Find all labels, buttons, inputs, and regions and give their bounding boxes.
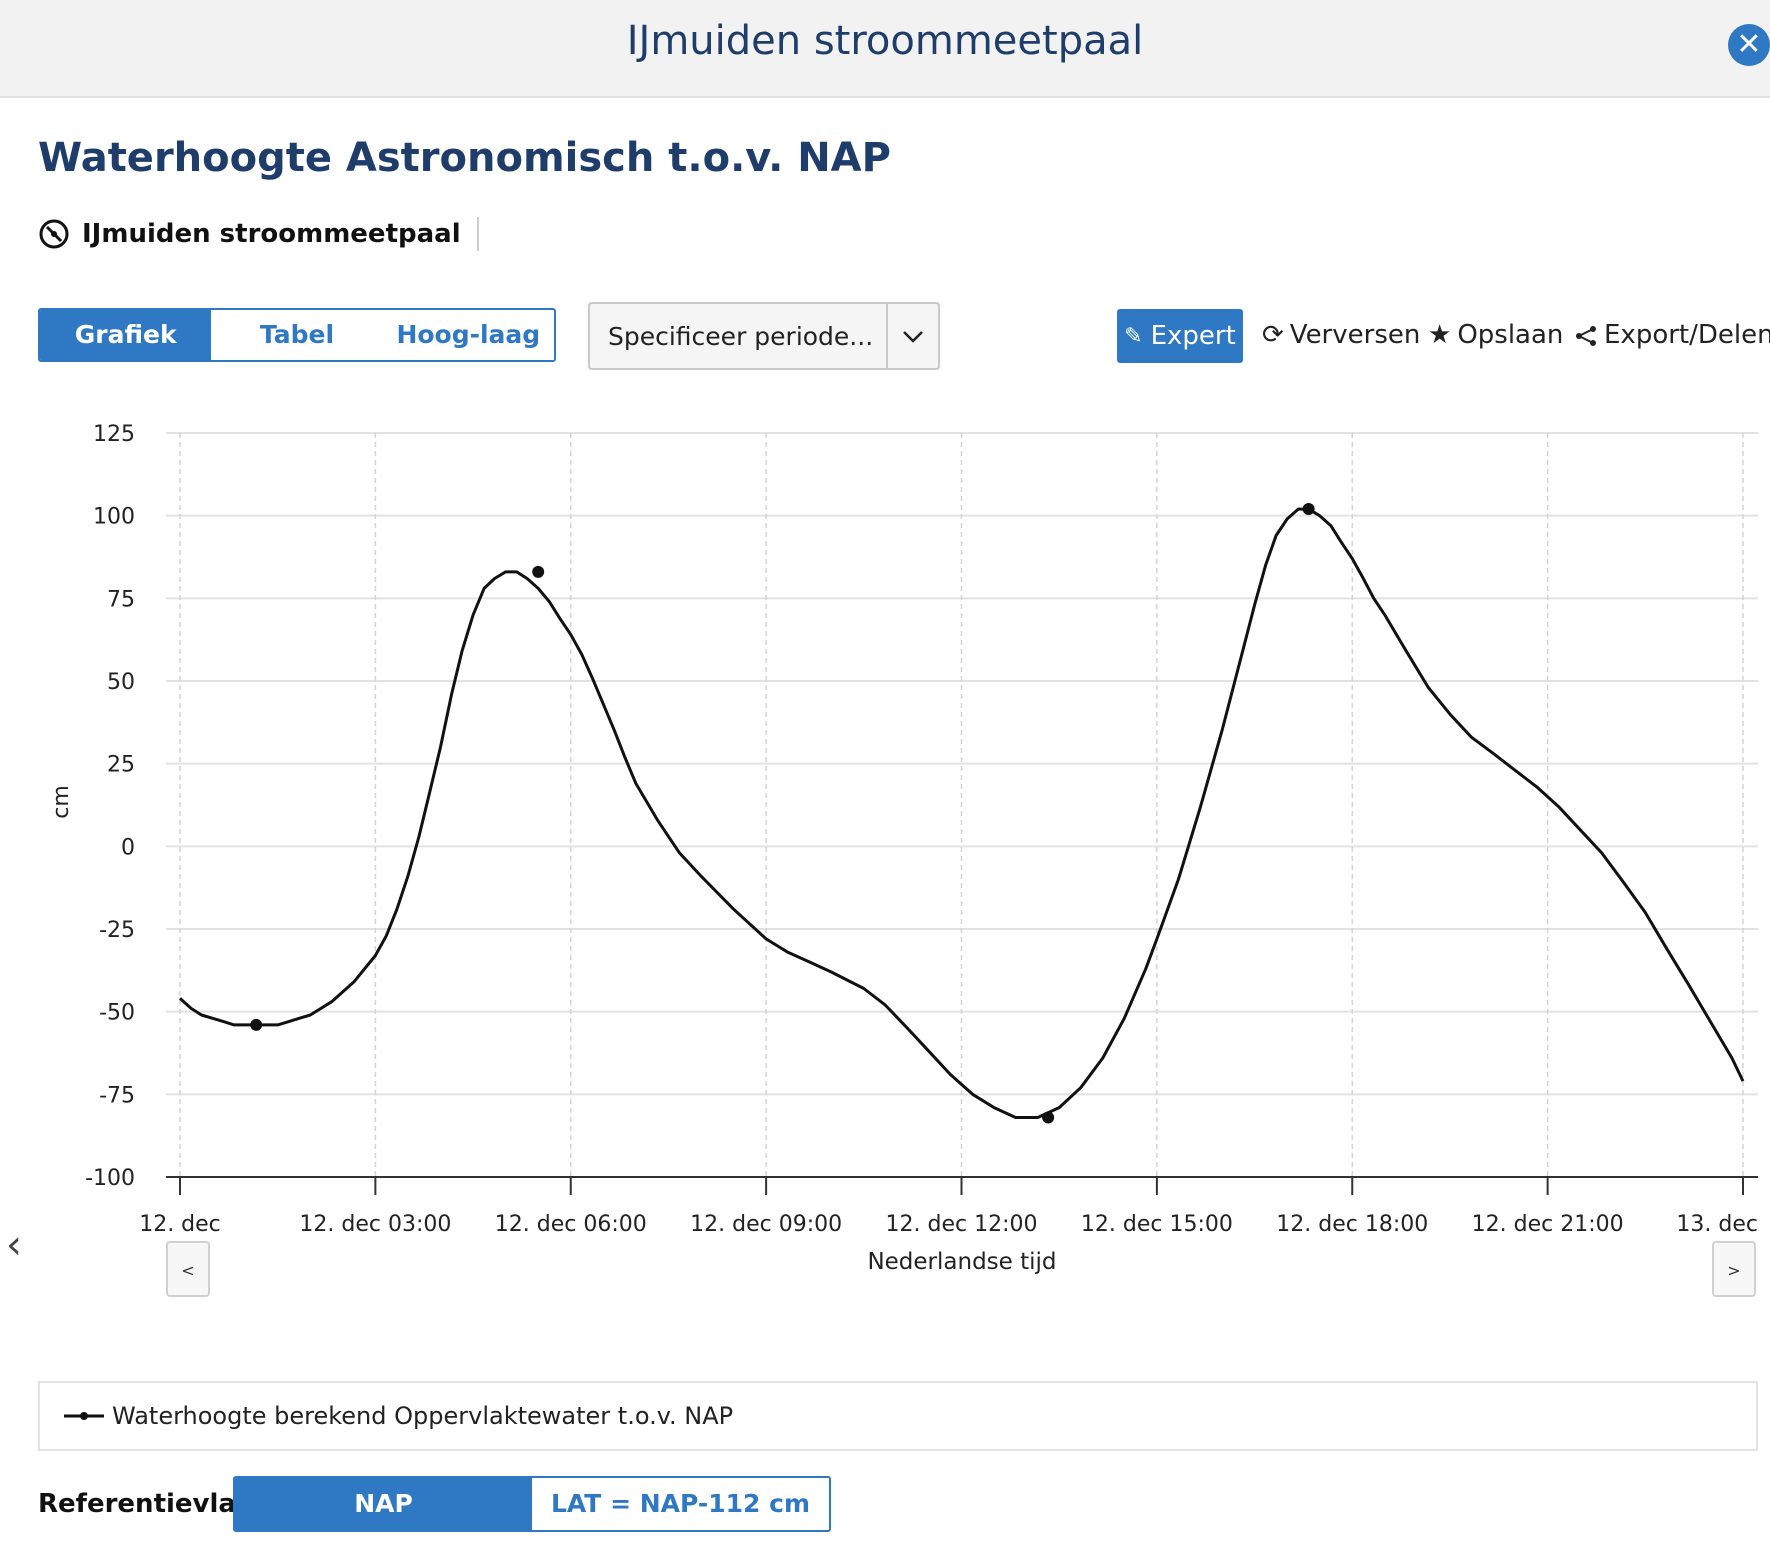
- y-tick-label: 50: [107, 670, 135, 695]
- series-line: [178, 507, 1745, 1119]
- chart-axes: -100 -75 -50 -25 0 25 50 75 100 125 12. dec 12. dec…: [85, 422, 1758, 1237]
- close-icon[interactable]: ✕: [1728, 24, 1770, 66]
- y-tick-label: -25: [99, 918, 135, 943]
- x-tick-label: 12. dec 15:00: [1081, 1212, 1233, 1237]
- refresh-label: Verversen: [1289, 320, 1421, 350]
- reference-toggle: NAP LAT = NAP-112 cm: [233, 1476, 831, 1532]
- x-tick-label: 12. dec: [139, 1212, 221, 1237]
- x-tick-label: 12. dec 12:00: [886, 1212, 1038, 1237]
- reference-option-lat[interactable]: LAT = NAP-112 cm: [532, 1478, 829, 1530]
- page-title: Waterhoogte Astronomisch t.o.v. NAP: [38, 135, 891, 181]
- share-icon: [1574, 320, 1598, 350]
- extreme-marker: [1042, 1111, 1055, 1124]
- y-tick-label: -50: [99, 1001, 135, 1026]
- chevron-down-icon[interactable]: [886, 304, 938, 368]
- period-placeholder: Specificeer periode...: [608, 322, 874, 351]
- compass-icon: [39, 219, 69, 249]
- view-tabs: Grafiek Tabel Hoog-laag: [38, 308, 556, 362]
- y-axis-label: cm: [49, 785, 74, 819]
- extreme-marker: [532, 565, 545, 578]
- x-tick-label: 12. dec 03:00: [299, 1212, 451, 1237]
- chart-legend: Waterhoogte berekend Oppervlaktewater t.…: [38, 1381, 1758, 1451]
- refresh-icon: ⟳: [1262, 320, 1284, 350]
- y-tick-label: 100: [93, 505, 135, 530]
- location-name: IJmuiden stroommeetpaal: [82, 217, 479, 251]
- pencil-icon: ✎: [1124, 323, 1143, 349]
- x-tick-label: 12. dec 09:00: [690, 1212, 842, 1237]
- reference-label: Referentievlak: [38, 1489, 254, 1519]
- chart-svg: -100 -75 -50 -25 0 25 50 75 100 125 12. dec 12. dec…: [49, 422, 1758, 1275]
- expert-button[interactable]: ✎ Expert: [1117, 309, 1243, 363]
- prev-page-button[interactable]: <: [166, 1241, 210, 1297]
- reference-option-nap[interactable]: NAP: [235, 1478, 532, 1530]
- water-level-chart: -100 -75 -50 -25 0 25 50 75 100 125 12. dec 12. dec…: [0, 400, 1770, 1300]
- chart-markers: [250, 503, 1315, 1124]
- y-tick-label: -75: [99, 1083, 135, 1108]
- extreme-marker: [1302, 503, 1315, 516]
- x-tick-label: 12. dec 18:00: [1276, 1212, 1428, 1237]
- window-titlebar: IJmuiden stroommeetpaal ✕: [0, 0, 1770, 98]
- chevron-left-icon[interactable]: ‹: [6, 1222, 22, 1268]
- chart-grid: [166, 432, 1758, 1178]
- legend-entry[interactable]: Waterhoogte berekend Oppervlaktewater t.…: [112, 1402, 734, 1430]
- expert-label: Expert: [1150, 321, 1236, 351]
- y-tick-label: 125: [93, 422, 135, 447]
- star-icon: ★: [1428, 320, 1452, 350]
- location-row: IJmuiden stroommeetpaal: [38, 214, 479, 254]
- y-tick-label: -100: [85, 1166, 135, 1191]
- x-tick-label: 12. dec 06:00: [495, 1212, 647, 1237]
- legend-line-icon: [64, 1412, 104, 1420]
- y-tick-label: 25: [107, 753, 135, 778]
- window-title: IJmuiden stroommeetpaal: [626, 18, 1144, 64]
- y-tick-label: 75: [107, 587, 135, 612]
- refresh-button[interactable]: ⟳ Verversen: [1262, 320, 1420, 350]
- extreme-marker: [250, 1018, 263, 1031]
- tab-tabel[interactable]: Tabel: [211, 310, 383, 360]
- tab-grafiek[interactable]: Grafiek: [40, 310, 212, 360]
- save-label: Opslaan: [1457, 320, 1564, 350]
- tab-hoog-laag[interactable]: Hoog-laag: [382, 310, 554, 360]
- y-tick-label: 0: [121, 835, 135, 860]
- x-tick-label: 13. dec: [1676, 1212, 1758, 1237]
- period-select[interactable]: Specificeer periode...: [588, 302, 940, 370]
- x-axis-label: Nederlandse tijd: [867, 1249, 1056, 1275]
- export-button[interactable]: Export/Delen: [1574, 320, 1770, 350]
- next-page-button[interactable]: >: [1712, 1241, 1756, 1297]
- save-button[interactable]: ★ Opslaan: [1428, 320, 1563, 350]
- export-label: Export/Delen: [1604, 320, 1770, 350]
- x-tick-label: 12. dec 21:00: [1472, 1212, 1624, 1237]
